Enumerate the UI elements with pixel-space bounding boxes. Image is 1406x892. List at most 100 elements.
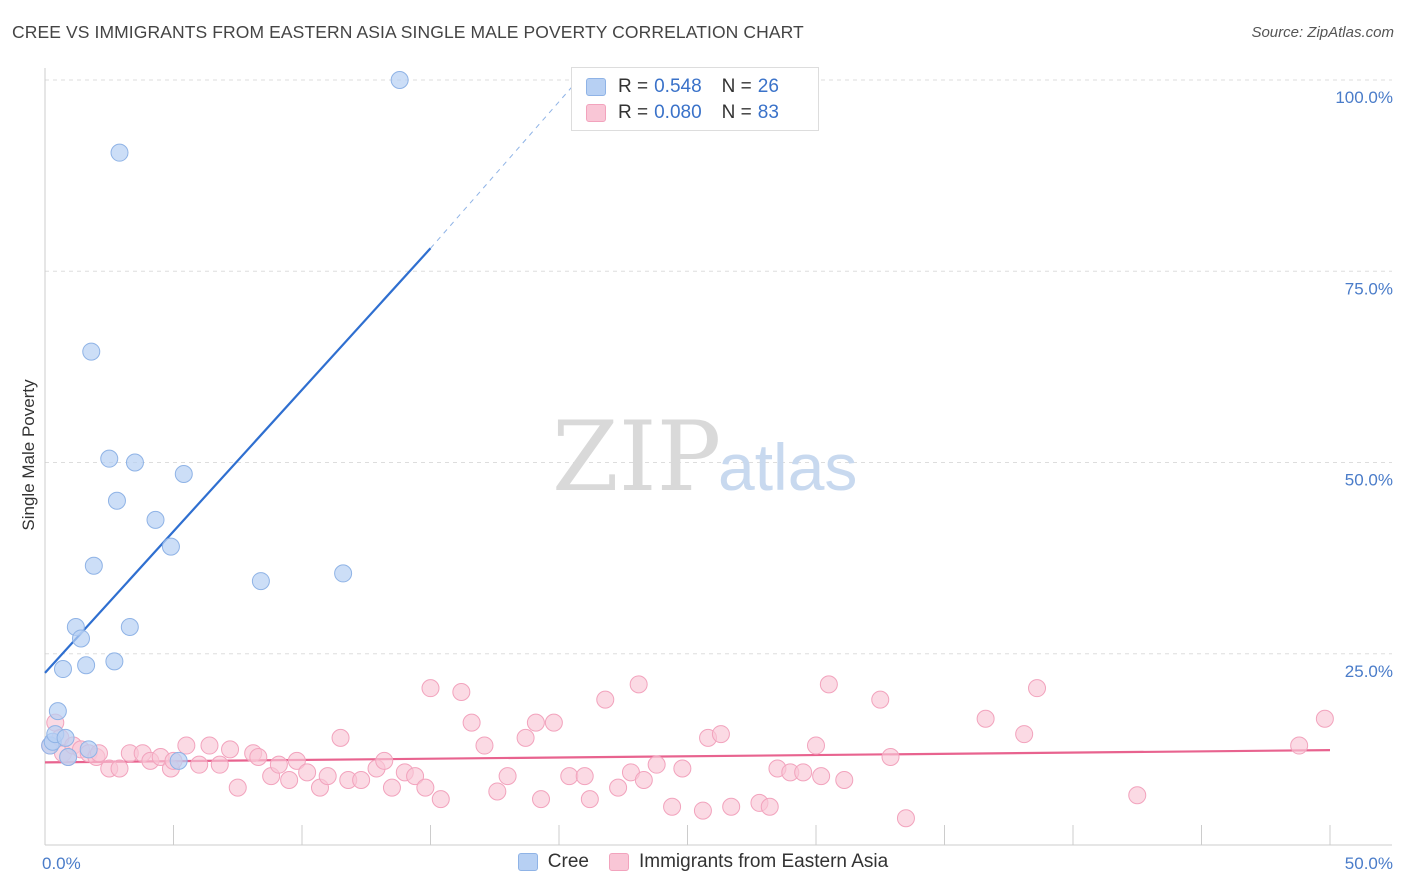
y-tick-label: 50.0% [1345,471,1393,490]
legend-n-label: N = [721,102,752,123]
data-point-asia [475,736,494,755]
data-point-asia [976,709,995,728]
data-point-asia [1315,709,1334,728]
data-point-cree [161,537,180,556]
legend-item-cree[interactable]: Cree [517,851,589,873]
data-point-asia [560,767,579,786]
data-point-cree [71,629,90,648]
legend-label-asia: Immigrants from Eastern Asia [638,851,889,872]
x-tick-label: 0.0% [42,854,81,873]
y-tick-label: 75.0% [1345,279,1393,298]
data-point-cree [100,449,119,468]
chart-title: CREE VS IMMIGRANTS FROM EASTERN ASIA SIN… [12,22,804,42]
data-point-asia [488,782,507,801]
data-point-asia [634,770,653,789]
legend-swatch-cree [586,78,606,96]
legend-n-value: 26 [757,76,779,97]
watermark-zip: ZIP [552,401,721,513]
legend-row-cree: R = 0.548 N = 26 [586,75,779,99]
watermark-atlas: atlas [718,430,857,504]
legend-r-label: R = [618,102,649,123]
data-point-asia [406,767,425,786]
legend-item-asia[interactable]: Immigrants from Eastern Asia [608,851,889,873]
data-point-cree [110,143,129,162]
data-point-asia [693,801,712,820]
data-point-asia [881,748,900,767]
data-point-asia [673,759,692,778]
data-point-asia [532,790,551,809]
data-point-asia [807,736,825,755]
data-point-asia [177,736,196,755]
data-point-asia [663,797,682,816]
data-point-asia [1128,786,1147,805]
data-point-cree [107,491,126,510]
data-point-asia [280,770,299,789]
data-point-cree [77,656,96,675]
legend-r-label: R = [618,76,649,97]
data-point-asia [526,713,545,732]
data-point-asia [221,740,240,759]
data-point-asia [210,755,229,774]
data-point-cree [79,740,98,759]
x-tick-label: 50.0% [1345,854,1393,873]
data-point-cree [334,564,353,583]
data-point-cree [53,660,72,679]
trendline-cree [44,247,432,674]
data-point-asia [871,690,890,709]
data-point-asia [516,728,535,747]
legend-n-value: 83 [757,102,779,123]
data-point-asia [575,767,594,786]
data-point-asia [416,778,435,797]
data-point-asia [110,759,129,778]
legend-n-label: N = [721,76,752,97]
legend-r-value: 0.080 [654,102,702,123]
data-point-asia [331,728,350,747]
data-point-asia [190,755,209,774]
data-point-asia [580,790,599,809]
data-point-asia [760,797,779,816]
legend-row-asia: R = 0.080 N = 83 [586,101,779,125]
data-point-asia [629,675,648,694]
data-point-asia [269,755,288,774]
data-point-asia [375,751,394,770]
data-point-asia [318,767,337,786]
grid-lines [45,79,1392,655]
data-point-asia [352,770,371,789]
data-point-asia [498,767,517,786]
data-point-cree [169,751,188,770]
data-point-asia [722,797,741,816]
trendline-cree-extension [430,72,586,249]
y-axis-label: Single Male Poverty [19,379,38,531]
data-point-asia [462,713,481,732]
data-point-cree [48,702,67,721]
data-point-cree [120,617,139,636]
series-legend: Cree Immigrants from Eastern Asia [0,851,1406,873]
data-point-asia [596,690,615,709]
data-point-cree [84,556,103,575]
axes [44,68,1392,846]
data-point-asia [812,767,831,786]
data-point-asia [711,725,730,744]
y-tick-label: 100.0% [1335,88,1393,107]
data-point-cree [251,572,270,591]
data-point-asia [228,778,247,797]
legend-swatch-asia [586,104,606,122]
data-point-asia [1290,736,1309,755]
data-point-cree [56,728,75,747]
data-point-asia [835,770,854,789]
correlation-legend: R = 0.548 N = 26 R = 0.080 N = 83 [571,67,819,131]
data-point-asia [1015,725,1034,744]
legend-swatch-asia [608,853,629,871]
legend-label-cree: Cree [547,851,589,872]
source-label: Source: ZipAtlas.com [1251,24,1394,41]
data-point-asia [452,683,471,701]
data-point-asia [544,713,563,732]
data-point-cree [174,464,193,483]
data-point-asia [200,736,219,755]
legend-swatch-cree [517,853,538,871]
data-point-asia [421,679,440,698]
data-points [41,71,1334,828]
data-point-asia [431,790,450,809]
data-point-cree [82,342,101,361]
